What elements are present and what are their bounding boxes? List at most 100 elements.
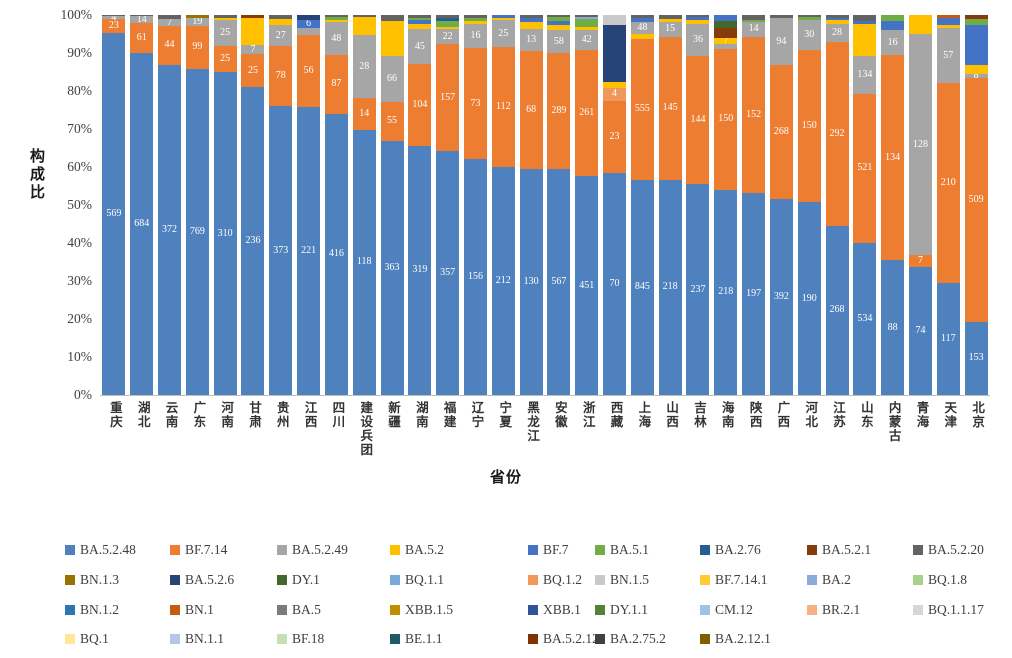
bar-segment: 451 (575, 176, 599, 395)
segment-value-label: 134 (885, 151, 901, 163)
legend-item: BA.5.1 (595, 543, 649, 557)
bar-segment: 218 (658, 179, 682, 395)
x-tick-label: 海南 (719, 401, 734, 429)
bar-segment (575, 15, 599, 17)
bar-segment (436, 26, 460, 30)
bar-segment: 28 (352, 35, 376, 99)
legend-swatch-icon (528, 605, 538, 615)
legend-item: BA.2.76 (700, 543, 761, 557)
segment-value-label: 58 (553, 35, 564, 47)
bar-segment (964, 18, 988, 25)
x-tick-label: 西藏 (608, 401, 623, 429)
bar-segment: 372 (158, 64, 182, 395)
legend-swatch-icon (595, 575, 605, 585)
segment-value-label: 15 (665, 23, 676, 35)
legend-swatch-icon (913, 575, 923, 585)
x-tick-label: 河南 (219, 401, 234, 429)
legend-item: BA.5.2.1 (807, 543, 871, 557)
bar-segment: 30 (797, 20, 821, 51)
bar-segment: 22 (436, 29, 460, 45)
bar-segment: 268 (769, 65, 793, 199)
legend-swatch-icon (277, 605, 287, 615)
segment-value-label: 212 (495, 275, 511, 287)
bar-segment (408, 24, 432, 30)
bar-segment: 150 (797, 50, 821, 203)
legend-swatch-icon (390, 605, 400, 615)
legend-item: BA.5.2.20 (913, 543, 984, 557)
bar-segment (463, 18, 487, 22)
segment-value-label: 319 (412, 264, 428, 276)
legend-swatch-icon (700, 575, 710, 585)
segment-value-label: 373 (273, 244, 289, 256)
legend-label: BA.5.2.48 (80, 542, 136, 557)
bar-segment: 25 (213, 20, 237, 47)
bar-segment: 4 (102, 12, 126, 22)
legend-item: BA.5 (277, 603, 321, 617)
bar-segment (575, 18, 599, 27)
segment-value-label: 16 (887, 36, 898, 48)
legend-label: XBB.1 (543, 602, 581, 617)
legend-label: BN.1 (185, 602, 214, 617)
legend-label: BA.5 (292, 602, 321, 617)
bar-segment (825, 17, 849, 21)
bar-segment: 218 (714, 189, 738, 395)
bar-segment: 73 (463, 48, 487, 159)
bar-segment: 25 (241, 54, 265, 87)
legend-label: BA.2.75.2 (610, 631, 666, 646)
segment-value-label: 152 (746, 108, 762, 120)
stacked-bar: 373 78 27 (269, 15, 293, 395)
stacked-bar: 684 61 14 (130, 14, 154, 395)
bar-segment (519, 21, 543, 29)
legend-swatch-icon (807, 575, 817, 585)
bar-segment (908, 15, 932, 34)
segment-value-label: 221 (301, 245, 317, 257)
bar-segment (324, 17, 348, 21)
bar-segment: 769 (185, 68, 209, 395)
bar-segment: 74 (908, 267, 932, 395)
bar-segment: 310 (213, 72, 237, 395)
bar-segment (825, 20, 849, 24)
y-tick-label: 40% (67, 235, 92, 250)
bar-segment: 70 (603, 173, 627, 395)
segment-value-label: 25 (220, 27, 231, 39)
bar-segment (491, 18, 515, 21)
legend-swatch-icon (700, 634, 710, 644)
segment-value-label: 104 (412, 98, 428, 110)
bar-segment: 14 (352, 98, 376, 130)
x-tick-label: 内蒙古 (886, 401, 901, 443)
bar-segment (463, 15, 487, 19)
segment-value-label: 22 (442, 30, 453, 42)
segment-value-label: 555 (634, 103, 650, 115)
segment-value-label: 25 (220, 53, 231, 65)
bar-segment: 99 (185, 26, 209, 69)
stacked-bar: 74 7 128 (908, 15, 932, 395)
x-axis-title: 省份 (489, 469, 522, 486)
segment-value-label: 310 (217, 227, 233, 239)
stacked-bar: 156 73 16 (463, 15, 487, 395)
legend-swatch-icon (170, 545, 180, 555)
bar-segment (964, 24, 988, 65)
bar-segment (519, 15, 543, 19)
bar-segment (630, 15, 654, 19)
legend-swatch-icon (65, 605, 75, 615)
legend-item: BE.1.1 (390, 632, 443, 646)
bar-segment (964, 15, 988, 19)
segment-value-label: 150 (718, 113, 734, 125)
stacked-bar: 130 68 13 (519, 15, 543, 395)
legend-label: BF.7 (543, 542, 569, 557)
legend-item: BF.7.14 (170, 543, 227, 557)
bar-segment (797, 17, 821, 21)
x-tick-label: 湖北 (135, 401, 150, 429)
bar-segment: 48 (324, 22, 348, 55)
bar-segment (241, 17, 265, 46)
legend-item: BN.1.1 (170, 632, 224, 646)
x-tick-label: 云南 (163, 401, 178, 429)
segment-value-label: 363 (384, 261, 400, 273)
legend-swatch-icon (913, 605, 923, 615)
x-tick-label: 北京 (970, 401, 985, 429)
bar-segment: 268 (825, 225, 849, 395)
segment-value-label: 112 (495, 101, 511, 113)
stacked-bar: 357 157 22 (436, 15, 460, 395)
legend-label: BA.2.76 (715, 542, 761, 557)
